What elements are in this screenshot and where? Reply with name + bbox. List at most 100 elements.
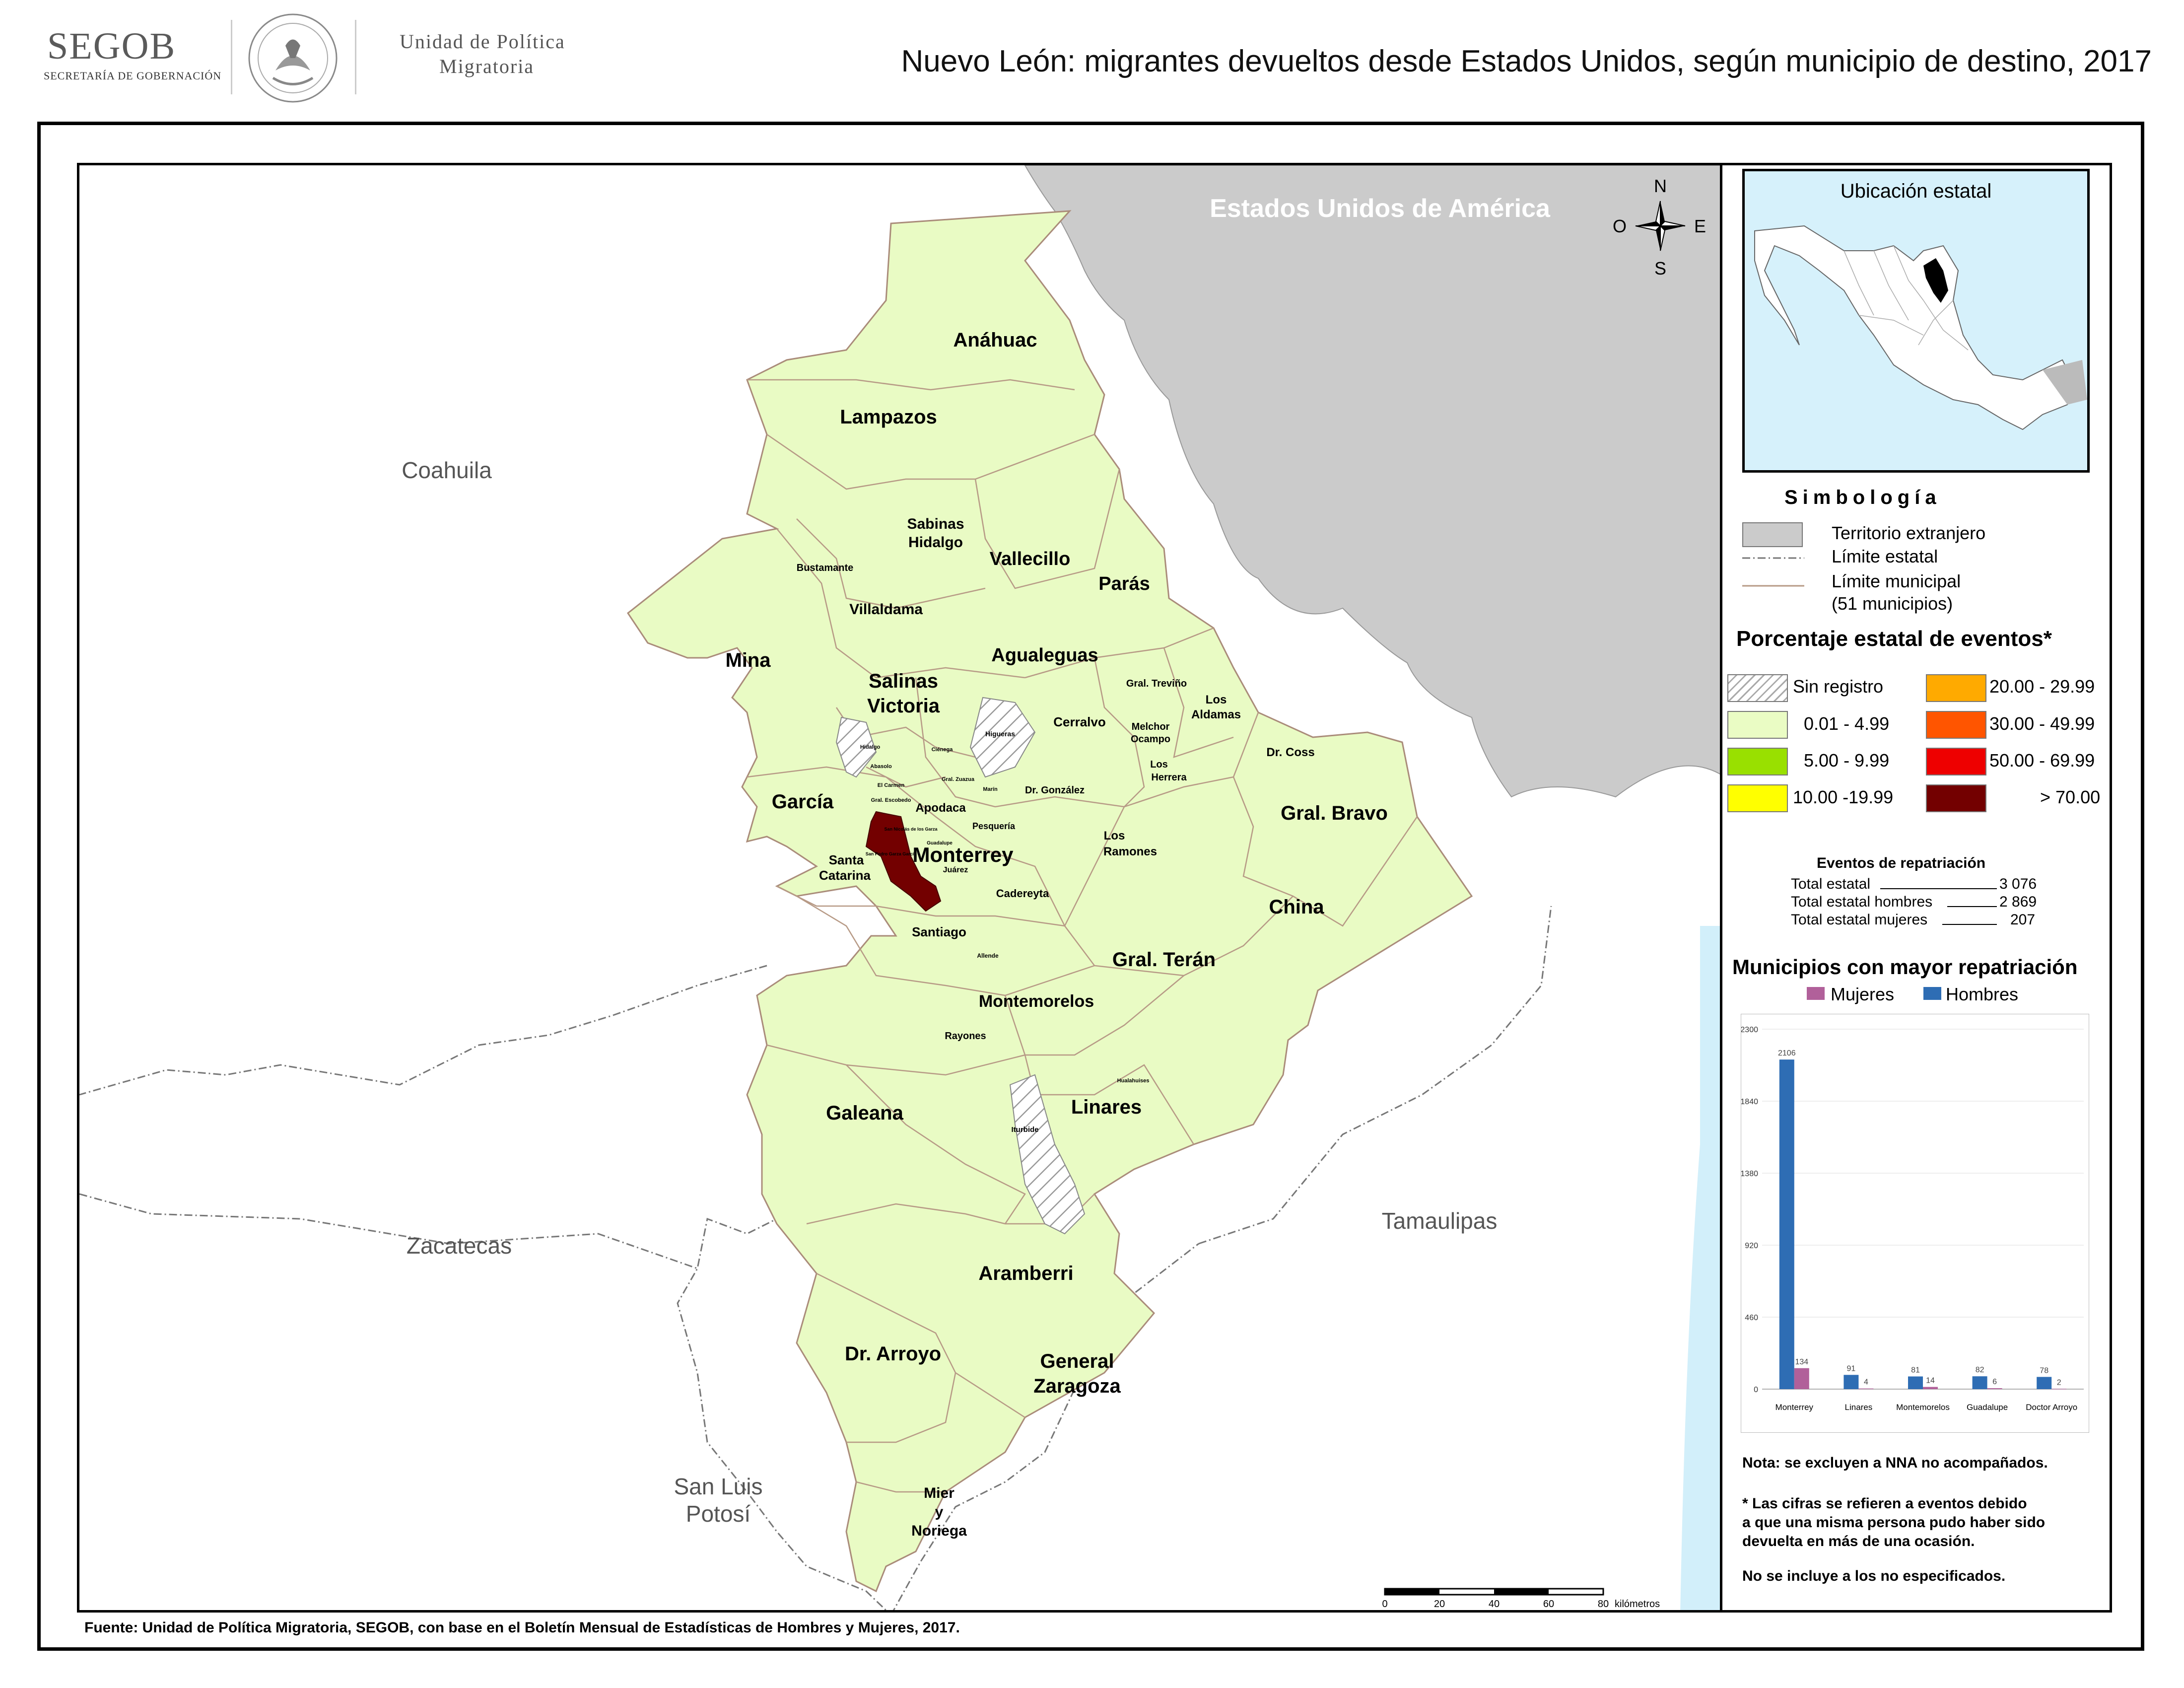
header: SEGOB SECRETARÍA DE GOBERNACIÓN Unidad d… bbox=[0, 0, 2184, 114]
data-label: 6 bbox=[1992, 1378, 1997, 1386]
hidalgo-area bbox=[835, 716, 877, 778]
muni-aramberri: Aramberri bbox=[978, 1263, 1073, 1284]
state-limit-symbol bbox=[1742, 557, 1804, 559]
muni-los-ramones-2: Ramones bbox=[1103, 845, 1157, 858]
muni-hualahuises: Hualahuises bbox=[1117, 1078, 1150, 1084]
percent-legend-title: Porcentaje estatal de eventos* bbox=[1736, 627, 2052, 651]
foreign-territory-swatch bbox=[1742, 522, 1803, 547]
muni-santiago: Santiago bbox=[912, 924, 966, 939]
legend-municipal-count: (51 municipios) bbox=[1832, 593, 1953, 614]
muni-guadalupe: Guadalupe bbox=[927, 841, 953, 846]
muni-san-nicolas: San Nicolás de los Garza bbox=[884, 827, 938, 832]
x-tick-label: Linares bbox=[1845, 1403, 1873, 1412]
scale-tick: 0 bbox=[1382, 1599, 1387, 1610]
muni-los-aldamas-2: Aldamas bbox=[1191, 708, 1241, 721]
muni-los-ramones-1: Los bbox=[1104, 829, 1125, 843]
bar-mujeres bbox=[1987, 1388, 2002, 1389]
muni-gral-zaragoza-2: Zaragoza bbox=[1033, 1375, 1121, 1397]
muni-los-herrera-2: Herrera bbox=[1151, 772, 1187, 783]
range-label: 0.01 - 4.99 bbox=[1804, 713, 1890, 734]
y-tick-label: 2300 bbox=[1741, 1026, 1758, 1034]
outer-frame bbox=[37, 122, 2144, 1651]
nuevo-leon-state bbox=[626, 210, 1473, 1593]
data-label: 14 bbox=[1926, 1377, 1935, 1385]
x-tick-label: Montemorelos bbox=[1896, 1403, 1950, 1412]
data-label: 134 bbox=[1795, 1358, 1808, 1366]
muni-cerralvo: Cerralvo bbox=[1053, 714, 1106, 729]
inset-title: Ubicación estatal bbox=[1840, 180, 1992, 202]
muni-montemorelos: Montemorelos bbox=[979, 992, 1094, 1011]
range-swatch bbox=[1727, 784, 1788, 812]
muni-apodaca: Apodaca bbox=[915, 801, 966, 815]
data-label: 78 bbox=[2040, 1366, 2048, 1375]
scale-tick: 60 bbox=[1543, 1599, 1554, 1610]
range-swatch bbox=[1926, 748, 1986, 775]
muni-los-aldamas-1: Los bbox=[1206, 693, 1227, 706]
muni-sabinas-2: Hidalgo bbox=[908, 534, 963, 551]
range-label: 30.00 - 49.99 bbox=[1989, 713, 2095, 734]
bar-hombres bbox=[1972, 1376, 1987, 1389]
events-title: Eventos de repatriación bbox=[1817, 855, 1986, 871]
bar-mujeres bbox=[1794, 1368, 1809, 1389]
muni-china: China bbox=[1269, 896, 1324, 918]
muni-garcia: García bbox=[772, 791, 834, 813]
label-coahuila: Coahuila bbox=[402, 457, 492, 483]
label-slp-1: San Luis bbox=[674, 1474, 762, 1499]
muni-paras: Parás bbox=[1098, 573, 1150, 594]
muni-gral-zaragoza-1: General bbox=[1040, 1350, 1114, 1372]
muni-gral-escobedo: Gral. Escobedo bbox=[871, 797, 911, 803]
municipal-limit-symbol bbox=[1742, 585, 1804, 587]
muni-linares: Linares bbox=[1071, 1096, 1142, 1118]
usa-territory bbox=[1024, 165, 1720, 798]
muni-gral-teran: Gral. Terán bbox=[1112, 949, 1216, 971]
legend-hombres: Hombres bbox=[1946, 984, 2019, 1004]
muni-dr-coss: Dr. Coss bbox=[1266, 746, 1314, 759]
chart-title: Municipios con mayor repatriación bbox=[1732, 955, 2078, 979]
note-events-1: * Las cifras se refieren a eventos debid… bbox=[1742, 1495, 2027, 1512]
bar-hombres bbox=[1843, 1375, 1859, 1389]
range-label: > 70.00 bbox=[2040, 787, 2101, 807]
y-tick-label: 920 bbox=[1745, 1242, 1758, 1250]
range-label: 20.00 - 29.99 bbox=[1989, 676, 2095, 697]
header-divider-2 bbox=[355, 20, 356, 94]
legend-state-limit: Límite estatal bbox=[1832, 546, 1938, 566]
muni-agualeguas: Agualeguas bbox=[991, 645, 1098, 666]
bar-hombres bbox=[1908, 1376, 1923, 1389]
muni-santa-catarina-2: Catarina bbox=[819, 868, 871, 883]
muni-vallecillo: Vallecillo bbox=[990, 549, 1071, 569]
muni-iturbide: Iturbide bbox=[1012, 1125, 1039, 1134]
events-leader-lines bbox=[1880, 888, 1997, 925]
bar-mujeres bbox=[1923, 1387, 1938, 1389]
scale-tick: 20 bbox=[1434, 1599, 1445, 1610]
legend-foreign: Territorio extranjero bbox=[1832, 523, 1986, 543]
chart-box: 0 460 920 1380 1840 2300 2106 134 Monterrey 91 4 Li… bbox=[1740, 1014, 2089, 1433]
page-title: Nuevo León: migrantes devueltos desde Es… bbox=[901, 44, 2152, 78]
muni-el-carmen: El Carmen bbox=[878, 782, 905, 788]
muni-bustamante: Bustamante bbox=[797, 563, 853, 573]
muni-higueras: Higueras bbox=[985, 730, 1015, 738]
scale-tick: 80 bbox=[1598, 1599, 1609, 1610]
range-swatch bbox=[1727, 748, 1788, 775]
source-footer: Fuente: Unidad de Política Migratoria, S… bbox=[84, 1619, 960, 1636]
compass-w: O bbox=[1613, 216, 1627, 236]
higueras-area bbox=[969, 697, 1036, 778]
muni-anahuac: Anáhuac bbox=[954, 329, 1037, 351]
range-swatch bbox=[1727, 711, 1788, 739]
label-tamaulipas: Tamaulipas bbox=[1382, 1208, 1498, 1234]
map-frame: N S E O 0 20 40 60 80 kilómetros Estados… bbox=[77, 163, 1722, 1613]
muni-villaldama: Villaldama bbox=[849, 601, 923, 618]
muni-dr-arroyo: Dr. Arroyo bbox=[845, 1343, 941, 1365]
muni-monterrey: Monterrey bbox=[912, 843, 1014, 866]
events-value: 2 869 bbox=[1999, 894, 2037, 910]
events-row-label: Total estatal mujeres bbox=[1791, 912, 1928, 928]
x-tick-label: Guadalupe bbox=[1967, 1403, 2008, 1412]
scale-bar bbox=[1384, 1588, 1604, 1596]
scale-unit: kilómetros bbox=[1615, 1599, 1660, 1610]
range-label: 50.00 - 69.99 bbox=[1989, 750, 2095, 771]
note-nna: Nota: se excluyen a NNA no acompañados. bbox=[1742, 1455, 2048, 1471]
compass-s: S bbox=[1654, 258, 1666, 279]
muni-santa-catarina-1: Santa bbox=[829, 852, 864, 867]
muni-cienega: Ciénega bbox=[932, 747, 954, 753]
data-label: 81 bbox=[1911, 1366, 1920, 1374]
events-row-label: Total estatal hombres bbox=[1791, 894, 1933, 910]
